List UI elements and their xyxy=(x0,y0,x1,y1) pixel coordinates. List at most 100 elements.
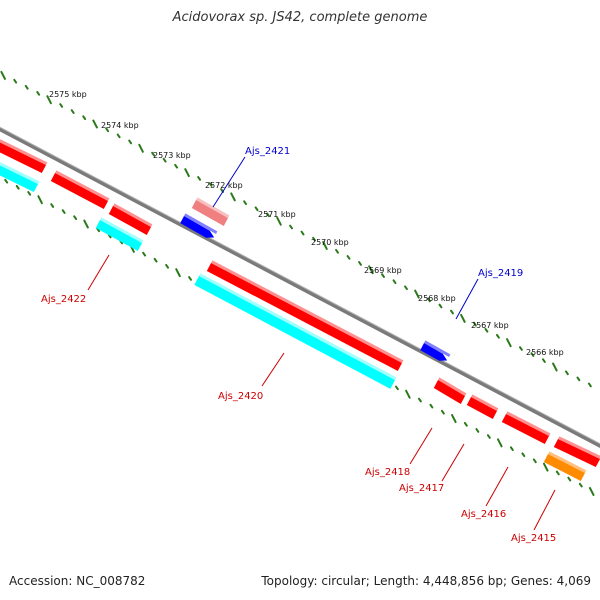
gene-ajs-2421-blue xyxy=(180,213,218,238)
tick-mark xyxy=(429,403,434,409)
gene-body xyxy=(180,216,215,238)
gene-label-ajs-2420: Ajs_2420 xyxy=(218,391,263,402)
scale-label: 2571 kbp xyxy=(258,210,296,219)
tick-mark xyxy=(346,255,351,260)
tick-mark xyxy=(197,176,202,181)
scale-label: 2574 kbp xyxy=(101,121,139,130)
tick-mark xyxy=(588,486,595,496)
gene-cyan-a xyxy=(95,217,144,251)
leader-ajs-2416 xyxy=(485,466,509,507)
gene-top-face xyxy=(558,436,600,459)
leader-ajs-2420 xyxy=(261,352,285,387)
tick-mark xyxy=(0,70,6,80)
gene-ajs-2418-red xyxy=(433,377,467,404)
gene-top-face xyxy=(211,260,404,363)
gene-label-ajs-2417: Ajs_2417 xyxy=(399,483,444,494)
tick-mark xyxy=(484,327,489,333)
backbone-line xyxy=(0,127,600,448)
tick-mark xyxy=(188,276,193,281)
tick-mark xyxy=(128,139,133,145)
tick-mark xyxy=(576,376,581,382)
gene-red-left-edge xyxy=(0,139,48,173)
tick-mark xyxy=(587,382,592,388)
gene-label-ajs-2419: Ajs_2419 xyxy=(478,268,523,279)
tick-mark xyxy=(521,452,526,458)
gene-ajs-2420-cyan xyxy=(194,273,397,389)
tick-mark xyxy=(518,346,523,351)
label-leaders xyxy=(87,156,556,531)
gene-red-b xyxy=(108,203,153,235)
gene-top-face xyxy=(506,411,551,436)
gene-label-ajs-2415: Ajs_2415 xyxy=(511,533,556,544)
gene-body xyxy=(194,276,395,389)
gene-body xyxy=(0,142,46,173)
tick-mark xyxy=(266,212,271,218)
gene-top-face xyxy=(100,217,144,243)
tick-mark xyxy=(116,133,121,139)
tick-mark xyxy=(440,409,445,415)
gene-body xyxy=(433,380,465,404)
gene-top-face xyxy=(471,394,499,411)
tick-mark xyxy=(13,78,18,84)
leader-ajs-2418 xyxy=(409,427,433,465)
gene-body xyxy=(191,200,228,226)
tick-mark xyxy=(486,434,491,439)
gene-ajs-2421-pink xyxy=(191,197,230,226)
tick-mark xyxy=(567,476,572,482)
tick-mark xyxy=(92,119,98,129)
tick-mark xyxy=(73,215,78,221)
leader-ajs-2419 xyxy=(455,278,479,320)
tick-mark xyxy=(473,321,477,327)
gene-top-face xyxy=(0,162,40,184)
tick-mark xyxy=(405,389,411,399)
tick-mark xyxy=(50,203,55,208)
tick-mark xyxy=(509,446,514,451)
tick-mark xyxy=(312,236,316,242)
topology-text: Topology: circular; Length: 4,448,856 bp… xyxy=(261,574,591,588)
tick-mark xyxy=(162,157,167,163)
gene-body xyxy=(50,173,108,209)
tick-mark xyxy=(142,251,147,257)
tick-mark xyxy=(153,257,158,263)
tick-mark xyxy=(105,127,110,133)
tick-mark xyxy=(59,103,64,108)
gene-cyan-left-edge xyxy=(0,162,40,192)
tick-mark xyxy=(243,200,248,206)
tick-mark xyxy=(151,151,156,157)
tick-mark xyxy=(438,303,443,309)
gene-body xyxy=(466,397,497,419)
tick-mark xyxy=(463,421,468,427)
tick-mark xyxy=(184,168,190,178)
tick-mark xyxy=(83,219,89,229)
gene-ajs-2420-red xyxy=(206,260,404,371)
gene-label-ajs-2422: Ajs_2422 xyxy=(41,294,86,305)
tick-mark xyxy=(96,227,101,233)
gene-top-face xyxy=(0,139,48,165)
tick-mark xyxy=(174,163,179,169)
gene-body xyxy=(108,206,151,235)
scale-label: 2569 kbp xyxy=(364,266,402,275)
tick-mark xyxy=(138,143,144,153)
gene-body xyxy=(420,343,448,361)
backbone-highlight xyxy=(0,126,600,445)
tick-mark xyxy=(46,95,52,105)
tick-mark xyxy=(300,230,305,236)
gene-red-a xyxy=(50,170,110,209)
tick-mark xyxy=(175,268,181,278)
gene-ajs-2417-red xyxy=(466,394,499,419)
tick-mark xyxy=(36,91,41,96)
gene-ajs-2419-blue xyxy=(420,340,451,361)
scale-label: 2570 kbp xyxy=(311,238,349,247)
tick-mark xyxy=(358,261,362,266)
gene-red-right-edge xyxy=(553,436,600,467)
tick-mark xyxy=(289,224,294,230)
tick-mark xyxy=(230,192,236,202)
gene-features xyxy=(0,139,600,481)
gene-label-ajs-2421: Ajs_2421 xyxy=(245,146,290,157)
tick-mark xyxy=(404,285,408,291)
tick-mark xyxy=(496,438,503,448)
tick-mark xyxy=(165,263,170,269)
map-title: Acidovorax sp. JS42, complete genome xyxy=(172,10,428,25)
gene-top-face xyxy=(113,203,153,227)
